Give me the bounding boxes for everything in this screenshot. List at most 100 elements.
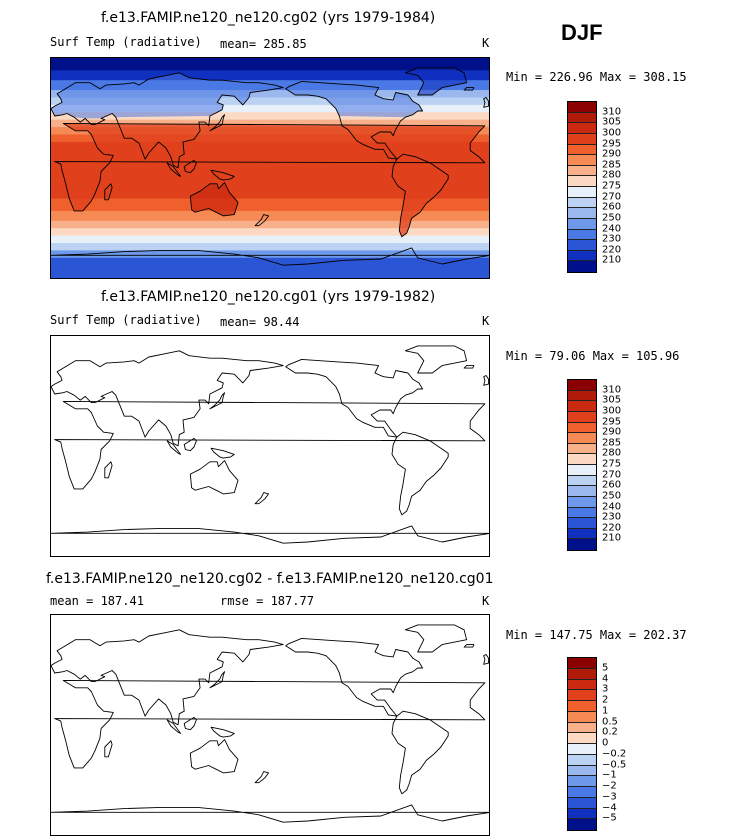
colorbar-swatch	[568, 422, 596, 434]
temperature-band	[51, 90, 489, 98]
coastline-sumatra	[166, 719, 182, 734]
panel-3-minmax: Min = 147.75 Max = 202.37	[506, 628, 687, 642]
colorbar-tick-label: 305	[602, 116, 622, 128]
colorbar-swatch	[568, 658, 596, 669]
coastline-ng	[210, 169, 235, 181]
coastline-sumatra	[166, 162, 182, 177]
colorbar-tick-label: 4	[602, 673, 609, 684]
colorbar-swatch	[568, 690, 596, 701]
colorbar-swatch	[568, 787, 596, 798]
coastline-uk	[483, 654, 489, 665]
colorbar-swatch	[568, 808, 596, 820]
land-temperature-fill	[285, 81, 423, 118]
colorbar-tick-label: 240	[602, 223, 622, 234]
colorbar-tick-label: 230	[602, 233, 622, 245]
colorbar-swatch	[568, 797, 596, 809]
colorbar-swatch	[568, 518, 596, 529]
coastline-iceland	[463, 87, 475, 91]
coastline-borneo	[183, 159, 197, 174]
colorbar-tick-label: 295	[602, 138, 622, 149]
colorbar-tick-label: 310	[602, 384, 622, 396]
panel-2-map-canvas	[51, 345, 489, 544]
colorbar-tick-label: 240	[602, 501, 622, 512]
colorbar-swatch	[568, 208, 596, 219]
coastline-africa	[54, 122, 486, 212]
coastline-eurasia	[51, 350, 284, 447]
coastline-japan	[209, 114, 226, 132]
panel-1-map-canvas	[51, 58, 489, 278]
colorbar-swatch	[568, 765, 596, 777]
panel-2-colorbar	[567, 379, 597, 551]
colorbar-tick-label: 275	[602, 458, 622, 470]
colorbar-swatch	[568, 486, 596, 497]
coastline-namerica	[285, 637, 424, 717]
colorbar-swatch	[568, 165, 596, 177]
panel-1-units: K	[482, 36, 490, 50]
colorbar-swatch	[568, 401, 596, 412]
temperature-band	[51, 183, 489, 200]
panel-1-variable-label: Surf Temp (radiative)	[50, 35, 202, 49]
coastline-namerica	[285, 80, 424, 160]
colorbar-tick-label: 1	[602, 705, 609, 717]
colorbar-tick-label: 290	[602, 148, 622, 160]
coastline-borneo	[183, 437, 197, 452]
colorbar-tick-label: 310	[602, 106, 622, 118]
coastline-australia	[189, 739, 239, 774]
coastline-samerica	[391, 153, 449, 238]
temperature-band	[51, 198, 489, 212]
panel-2-minmax: Min = 79.06 Max = 105.96	[506, 349, 680, 363]
coastline-australia	[189, 182, 239, 217]
colorbar-swatch	[568, 133, 596, 145]
colorbar-tick-label: 220	[602, 244, 622, 256]
colorbar-swatch	[568, 250, 596, 262]
colorbar-tick-label: 0	[602, 737, 609, 749]
colorbar-tick-label: 230	[602, 511, 622, 523]
colorbar-tick-label: 0.2	[602, 726, 618, 738]
colorbar-tick-label: 0.5	[602, 716, 618, 727]
coastline-samerica	[391, 710, 449, 795]
colorbar-swatch	[568, 229, 596, 241]
colorbar-swatch	[568, 218, 596, 230]
panel-1-title: f.e13.FAMIP.ne120_ne120.cg02 (yrs 1979-1…	[101, 10, 436, 26]
colorbar-tick-label: 210	[602, 254, 622, 266]
coastline-madagascar	[104, 461, 113, 479]
colorbar-tick-label: 285	[602, 159, 622, 171]
coastline-japan	[209, 671, 226, 689]
coastline-newzealand	[254, 492, 270, 505]
coastline-greenland	[404, 345, 468, 374]
coastline-ng	[210, 726, 235, 738]
temperature-band	[51, 70, 489, 81]
coastline-sumatra	[166, 440, 182, 455]
temperature-band	[51, 119, 489, 128]
colorbar-tick-label: 300	[602, 405, 622, 417]
panel-3-units: K	[482, 594, 490, 608]
land-temperature-fill	[392, 154, 449, 237]
coastline-africa	[54, 679, 486, 769]
coastline-africa	[54, 400, 486, 490]
panel-1-map	[50, 57, 490, 279]
colorbar-tick-label: 270	[602, 191, 622, 203]
temperature-band	[51, 235, 489, 244]
panel-2-mean-label: mean= 98.44	[220, 315, 300, 329]
panel-1-colorbar	[567, 101, 597, 273]
land-temperature-fill	[190, 182, 238, 216]
colorbar-tick-label: 295	[602, 416, 622, 427]
colorbar-swatch	[568, 176, 596, 187]
colorbar-tick-label: 290	[602, 426, 622, 438]
colorbar-swatch	[568, 776, 596, 787]
temperature-band	[51, 257, 489, 278]
coastline-uk	[483, 375, 489, 386]
coastline-eurasia	[51, 72, 284, 169]
colorbar-tick-label: 260	[602, 201, 622, 213]
colorbar-tick-label: 305	[602, 394, 622, 406]
coastline-newzealand	[254, 771, 270, 784]
panel-1-mean-label: mean= 285.85	[220, 37, 307, 51]
land-temperature-fill	[51, 72, 284, 119]
land-temperature-fill	[405, 67, 467, 95]
coastline-antarctica	[51, 247, 489, 266]
colorbar-tick-label: −0.2	[602, 748, 627, 760]
colorbar-swatch	[568, 507, 596, 519]
panel-3-rmse-label: rmse = 187.77	[220, 594, 314, 608]
colorbar-swatch	[568, 722, 596, 734]
temperature-band	[51, 250, 489, 259]
